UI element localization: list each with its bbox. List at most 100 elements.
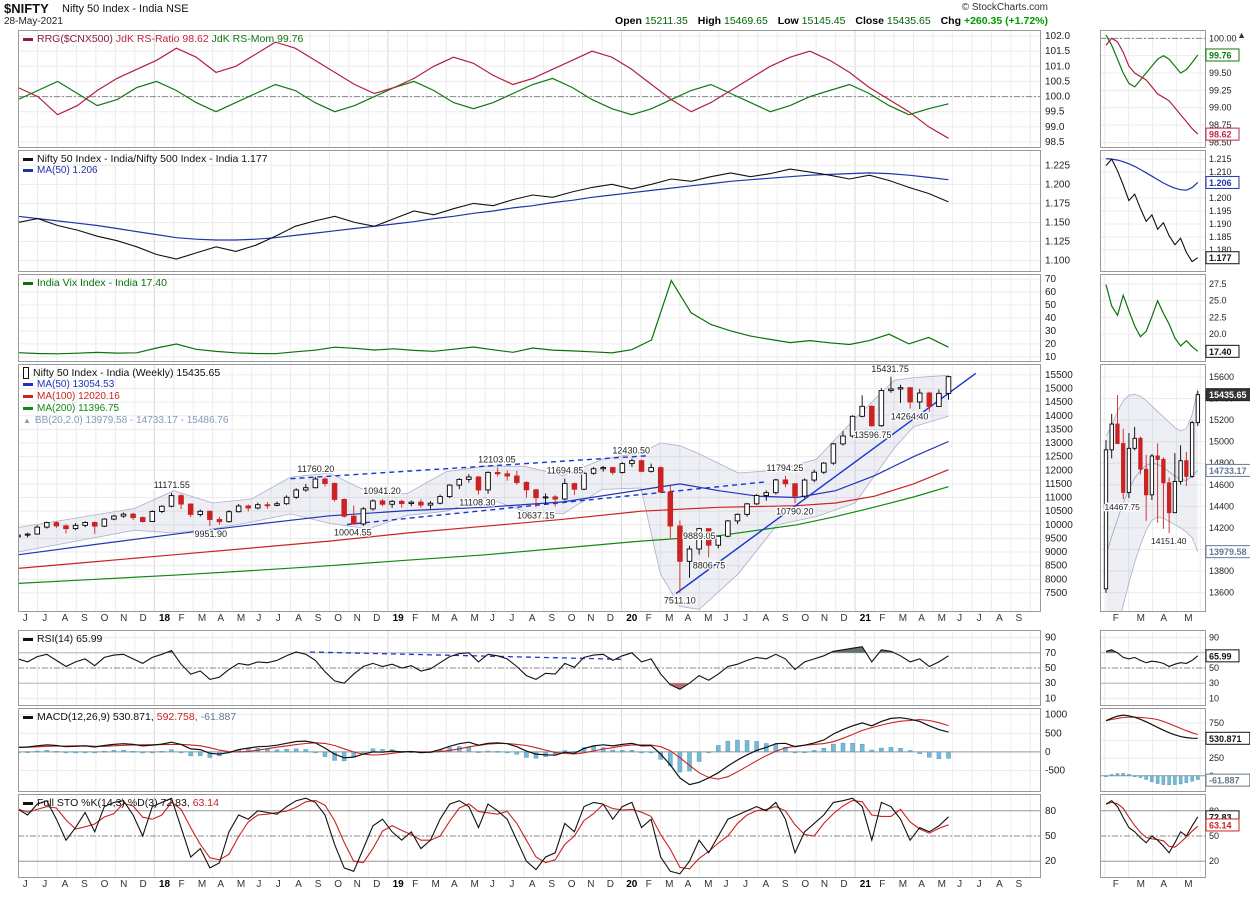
x-tick-label: M [431, 613, 440, 624]
x-tick-label: O [801, 879, 810, 890]
svg-text:63.14: 63.14 [1209, 820, 1232, 830]
ohlc-quote: Open 15211.35 High 15469.65 Low 15145.45… [608, 15, 1048, 27]
mini-x-tick-label: M [1136, 879, 1145, 890]
chart-date: 28-May-2021 [4, 16, 63, 27]
x-tick-label: M [937, 613, 946, 624]
svg-text:20: 20 [1209, 856, 1219, 866]
panel-ratio-chart: 1.225 1.200 1.175 1.150 1.125 1.100 [18, 150, 1070, 272]
x-tick-label: M [898, 879, 908, 890]
svg-text:10: 10 [1045, 693, 1057, 704]
svg-text:11000: 11000 [1045, 493, 1073, 504]
x-tick-label: N [120, 879, 128, 890]
x-tick-label: A [451, 613, 458, 624]
line-series-icon [23, 37, 33, 41]
low-value: 15145.45 [801, 15, 846, 27]
page-title: Nifty 50 Index - India NSE [62, 3, 189, 15]
x-tick-label: N [820, 879, 829, 890]
candlestick-icon [23, 367, 29, 380]
value-badge [1205, 463, 1250, 477]
svg-text:13979.58: 13979.58 [1209, 547, 1247, 557]
scroll-up-icon[interactable]: ▲ [1237, 30, 1246, 40]
svg-text:15500: 15500 [1045, 370, 1073, 381]
svg-text:10: 10 [1045, 352, 1057, 362]
legend-main-3: MA(200) 11396.75 [23, 403, 122, 414]
legend-text: JdK RS-Ratio 98.62 [115, 33, 209, 45]
x-tick-label: A [295, 879, 302, 890]
x-tick-label: M [431, 879, 440, 890]
x-tick-label: A [762, 879, 770, 890]
chg-label: Chg [940, 15, 962, 27]
svg-text:1.125: 1.125 [1045, 237, 1070, 248]
value-badge [1205, 545, 1250, 559]
x-tick-label: F [879, 879, 886, 890]
x-tick-label: M [704, 613, 713, 624]
x-tick-label: J [509, 613, 515, 624]
mini-x-tick-label: A [1160, 879, 1168, 890]
svg-text:11108.30: 11108.30 [459, 498, 495, 508]
x-tick-label: J [22, 879, 28, 890]
svg-text:50: 50 [1045, 831, 1057, 842]
svg-text:50: 50 [1209, 831, 1219, 841]
close-value: 15435.65 [886, 15, 931, 27]
x-tick-label: O [801, 613, 810, 624]
svg-text:11500: 11500 [1045, 479, 1073, 490]
x-tick-label: A [217, 879, 225, 890]
line-series-icon [23, 637, 33, 641]
legend-text: Nifty 50 Index - India/Nifty 500 Index -… [37, 153, 268, 165]
svg-text:14264.40: 14264.40 [891, 412, 929, 422]
x-tick-label: 19 [392, 613, 404, 624]
x-tick-label: S [81, 613, 88, 624]
panel-rrg-mini-chart: 100.0099.7599.5099.2599.0098.7598.5099.7… [1100, 30, 1240, 148]
svg-text:14800: 14800 [1209, 458, 1234, 468]
x-tick-label: A [996, 879, 1003, 890]
x-tick-label: J [275, 613, 281, 624]
panel-vix-chart: 70 60 50 40 30 20 10 [18, 274, 1057, 362]
svg-text:50: 50 [1045, 663, 1057, 674]
svg-text:99.50: 99.50 [1209, 68, 1232, 78]
svg-text:1.200: 1.200 [1209, 193, 1232, 203]
svg-text:14200: 14200 [1209, 523, 1234, 533]
x-tick-label: J [489, 879, 495, 890]
x-tick-label: F [879, 613, 886, 624]
svg-text:1.150: 1.150 [1045, 217, 1070, 228]
svg-text:1.190: 1.190 [1209, 219, 1232, 229]
x-tick-label: S [1015, 613, 1023, 624]
value-badge [1205, 649, 1240, 663]
copyright: © StockCharts.com [961, 2, 1048, 13]
svg-text:750: 750 [1209, 718, 1224, 728]
x-tick-label: J [22, 613, 28, 624]
value-badge [1205, 127, 1240, 141]
svg-text:-500: -500 [1045, 765, 1065, 776]
legend-text: MA(100) 12020.16 [37, 391, 120, 402]
x-tick-label: A [528, 613, 536, 624]
x-tick-label: 21 [859, 613, 871, 624]
svg-text:50: 50 [1045, 300, 1057, 311]
svg-text:1.200: 1.200 [1045, 179, 1070, 190]
svg-text:530.871: 530.871 [1209, 734, 1242, 744]
x-tick-label: A [451, 879, 458, 890]
x-tick-label: A [918, 879, 925, 890]
svg-text:100.00: 100.00 [1209, 33, 1237, 43]
value-badge [1205, 388, 1250, 402]
mini-x-tick-label: M [1184, 613, 1193, 624]
svg-text:1.100: 1.100 [1045, 256, 1070, 267]
svg-text:98.62: 98.62 [1209, 130, 1232, 140]
svg-text:99.00: 99.00 [1209, 103, 1232, 113]
svg-text:1000: 1000 [1045, 710, 1068, 721]
x-tick-label: M [937, 879, 946, 890]
x-tick-label: J [256, 879, 262, 890]
legend-main: Nifty 50 Index - India (Weekly) 15435.65 [23, 367, 223, 380]
symbol: $NIFTY [4, 1, 49, 16]
x-tick-label: J [256, 613, 262, 624]
x-tick-label: F [645, 879, 652, 890]
x-tick-label: A [295, 613, 302, 624]
x-tick-label: D [840, 613, 848, 624]
x-tick-label: 20 [626, 613, 638, 624]
line-series-icon [23, 801, 33, 805]
svg-text:10637.15: 10637.15 [517, 510, 555, 520]
svg-text:8806.75: 8806.75 [693, 560, 726, 570]
value-badge [1205, 344, 1240, 358]
x-tick-label: M [236, 879, 246, 890]
legend-text: BB(20,2.0) 13979.58 - 14733.17 - 15486.7… [34, 415, 229, 426]
